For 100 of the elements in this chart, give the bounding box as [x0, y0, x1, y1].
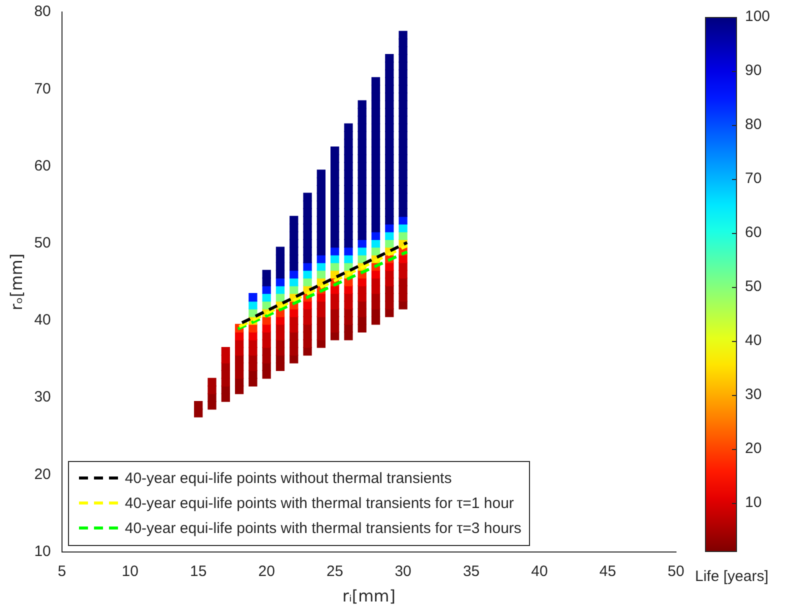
point — [398, 84, 408, 94]
point — [398, 185, 408, 194]
point — [398, 77, 408, 86]
point — [398, 231, 408, 240]
point — [371, 154, 380, 163]
point — [194, 408, 203, 418]
point — [303, 262, 312, 271]
point — [344, 285, 353, 294]
point — [248, 332, 258, 340]
point — [398, 46, 408, 55]
point — [371, 84, 380, 94]
point — [398, 154, 408, 163]
color-bar-label: 100 — [745, 8, 770, 26]
point — [234, 370, 244, 379]
point — [344, 216, 353, 225]
point — [398, 123, 408, 132]
x-tick-label: 50 — [668, 562, 684, 580]
point — [358, 192, 366, 202]
point — [344, 192, 353, 202]
x-tick-label: 30 — [394, 562, 412, 580]
x-tick-label: 45 — [599, 562, 616, 580]
point — [316, 170, 326, 178]
point — [344, 208, 353, 217]
point — [358, 116, 366, 124]
point — [303, 239, 312, 248]
legend-label: 40-year equi-life points without thermal transients — [124, 470, 452, 487]
legend-label: 40-year equi-life points with thermal transients for τ=1 hour — [124, 494, 514, 512]
color-bar-label: 10 — [745, 494, 762, 512]
point — [398, 208, 408, 217]
point — [358, 138, 366, 148]
point — [290, 246, 298, 256]
point — [344, 123, 353, 132]
point — [248, 324, 258, 332]
point — [303, 246, 312, 256]
point — [385, 231, 394, 240]
point — [385, 54, 394, 63]
point — [316, 192, 326, 202]
point — [385, 62, 394, 70]
x-tick-label: 25 — [326, 562, 344, 580]
point — [398, 92, 408, 102]
y-tick-label: 40 — [34, 312, 51, 329]
legend-label: 40-year equi-life points with thermal transients for τ=3 hours — [124, 520, 522, 537]
point — [385, 262, 394, 271]
color-bar-label: 40 — [745, 332, 762, 350]
color-bar-label: 50 — [745, 278, 762, 296]
point — [371, 77, 380, 86]
point — [344, 200, 353, 210]
y-tick-label: 80 — [34, 3, 51, 20]
point — [194, 400, 203, 410]
color-bar-label: 70 — [745, 170, 762, 188]
point — [398, 62, 408, 70]
point — [330, 192, 340, 202]
point — [344, 154, 353, 163]
color-bar-label: 80 — [745, 116, 762, 134]
point — [303, 216, 312, 225]
point — [385, 208, 394, 217]
y-tick-label: 60 — [34, 157, 51, 174]
point — [344, 246, 353, 256]
point — [290, 216, 298, 225]
point — [385, 192, 394, 202]
point — [398, 100, 408, 109]
point — [344, 138, 353, 148]
point — [303, 231, 312, 240]
point — [358, 154, 366, 163]
point — [398, 216, 408, 225]
x-tick-label: 5 — [58, 562, 66, 580]
point — [290, 231, 298, 240]
point — [248, 300, 258, 310]
y-tick-label: 70 — [34, 80, 51, 98]
point — [398, 162, 408, 171]
point — [371, 192, 380, 202]
point — [276, 246, 285, 256]
point — [398, 69, 408, 78]
point — [385, 154, 394, 163]
point — [398, 38, 408, 48]
point — [276, 285, 285, 294]
x-tick-label: 20 — [258, 562, 275, 580]
point — [358, 246, 366, 256]
color-bar-label: 60 — [745, 224, 762, 242]
point — [385, 170, 394, 178]
point — [330, 246, 340, 256]
point — [344, 185, 353, 194]
point — [398, 30, 408, 40]
point — [248, 293, 258, 302]
point — [371, 170, 380, 178]
point — [303, 254, 312, 264]
point — [303, 270, 312, 279]
x-tick-label: 10 — [122, 562, 138, 580]
point — [371, 231, 380, 240]
point — [234, 354, 244, 364]
point — [371, 208, 380, 217]
point — [398, 254, 408, 264]
point — [358, 100, 366, 109]
point — [344, 254, 353, 264]
point — [303, 300, 312, 310]
y-axis-title: rₒ[mm] — [6, 253, 26, 310]
point — [330, 231, 340, 240]
point — [398, 200, 408, 210]
point — [398, 108, 408, 117]
point — [344, 131, 353, 140]
